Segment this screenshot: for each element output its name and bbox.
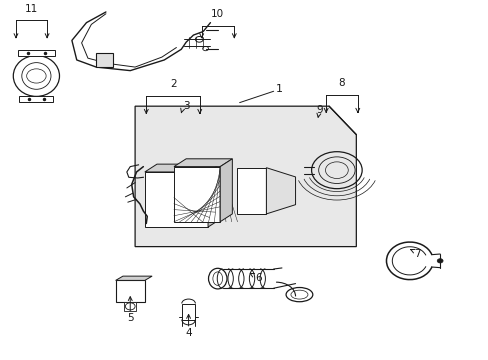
Text: 7: 7 [413, 249, 420, 259]
Polygon shape [116, 280, 144, 302]
Polygon shape [116, 276, 152, 280]
Text: 3: 3 [183, 101, 189, 111]
Circle shape [436, 259, 442, 263]
Polygon shape [18, 50, 55, 56]
Polygon shape [20, 96, 53, 102]
Polygon shape [207, 164, 220, 227]
Polygon shape [220, 159, 232, 222]
Text: 11: 11 [25, 4, 38, 14]
Text: 8: 8 [338, 78, 345, 89]
Polygon shape [182, 303, 195, 320]
Polygon shape [124, 302, 136, 311]
Polygon shape [144, 172, 207, 227]
Text: 4: 4 [185, 328, 191, 338]
Polygon shape [135, 106, 356, 247]
Text: 1: 1 [275, 84, 283, 94]
Polygon shape [237, 168, 266, 214]
Text: 5: 5 [127, 313, 133, 323]
Text: 2: 2 [170, 80, 177, 90]
Polygon shape [174, 167, 220, 222]
Text: 9: 9 [316, 105, 323, 115]
Polygon shape [96, 53, 113, 67]
Text: 10: 10 [211, 9, 224, 19]
Polygon shape [144, 164, 220, 172]
Polygon shape [174, 159, 232, 167]
Polygon shape [266, 168, 295, 214]
Text: 6: 6 [254, 273, 261, 283]
